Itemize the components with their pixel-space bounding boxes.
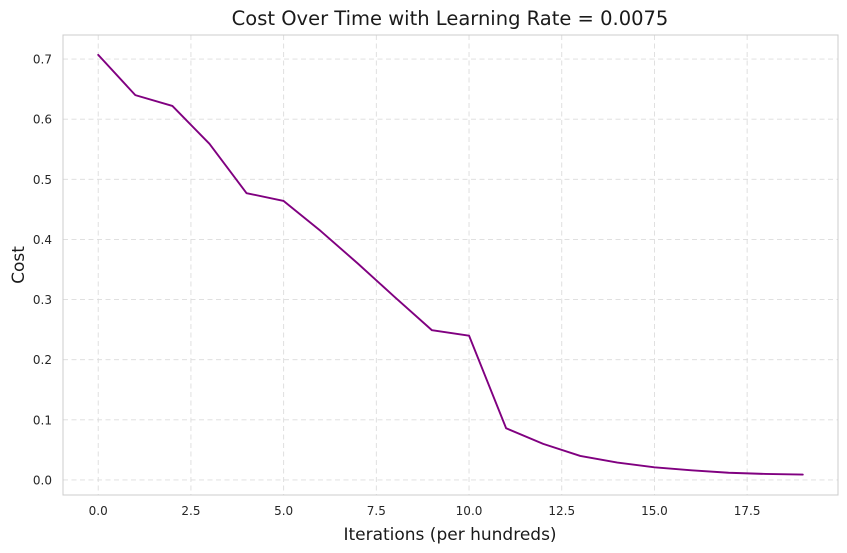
- grid-lines: [63, 35, 838, 495]
- plot-frame: [62, 34, 839, 496]
- x-axis-label: Iterations (per hundreds): [343, 525, 556, 545]
- x-tick-label: 12.5: [548, 504, 575, 518]
- x-tick-label: 10.0: [456, 504, 483, 518]
- y-tick-label: 0.7: [33, 53, 52, 67]
- y-tick-label: 0.2: [33, 353, 52, 367]
- x-tick-label: 15.0: [641, 504, 668, 518]
- x-tick-label: 0.0: [89, 504, 108, 518]
- x-tick-label: 7.5: [367, 504, 386, 518]
- y-tick-labels: 0.0 0.1 0.2 0.3 0.4 0.5 0.6 0.7: [33, 53, 52, 488]
- y-tick-label: 0.1: [33, 413, 52, 427]
- y-tick-label: 0.4: [33, 233, 52, 247]
- chart-title: Cost Over Time with Learning Rate = 0.00…: [232, 7, 669, 30]
- x-tick-label: 2.5: [181, 504, 200, 518]
- y-tick-label: 0.3: [33, 293, 52, 307]
- y-tick-label: 0.0: [33, 473, 52, 487]
- y-axis-label: Cost: [9, 246, 29, 284]
- y-tick-label: 0.5: [33, 173, 52, 187]
- y-tick-label: 0.6: [33, 113, 52, 127]
- cost-line: [97, 53, 804, 476]
- series-layer: [97, 53, 804, 476]
- x-tick-label: 5.0: [274, 504, 293, 518]
- x-tick-labels: 0.0 2.5 5.0 7.5 10.0 12.5 15.0 17.5: [89, 504, 761, 518]
- x-tick-label: 17.5: [734, 504, 761, 518]
